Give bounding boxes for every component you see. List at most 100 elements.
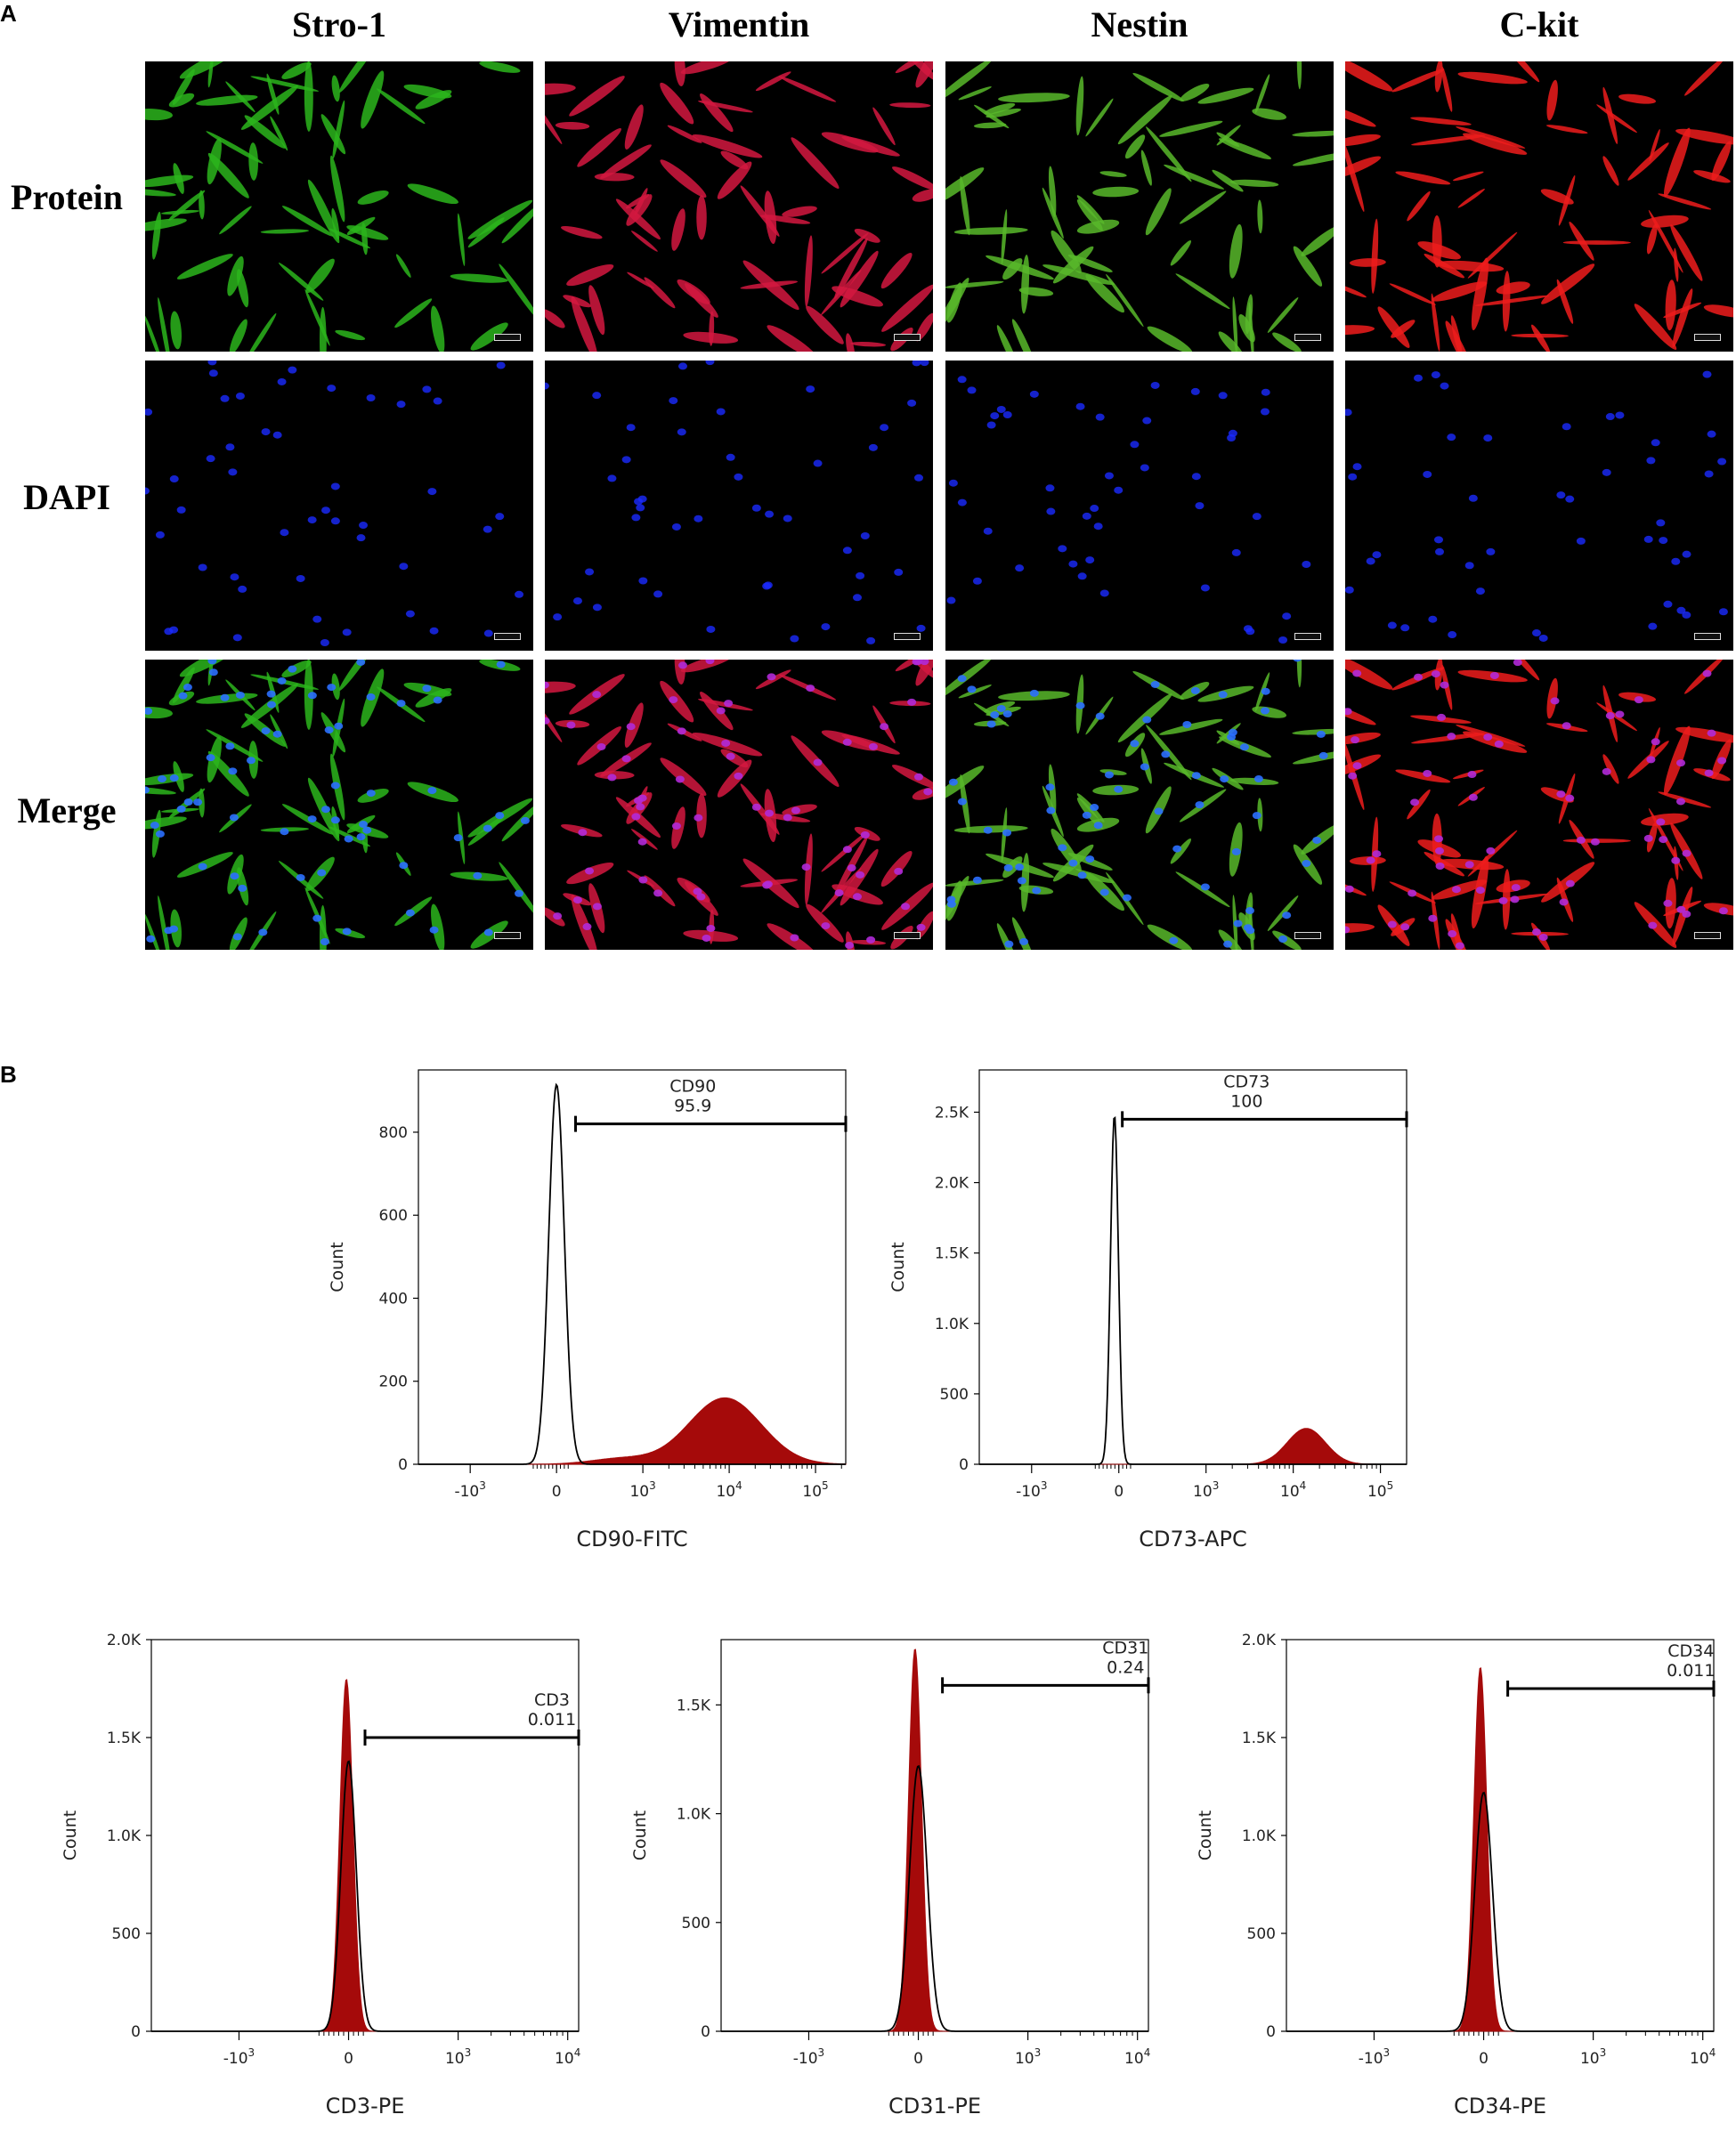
y-tick-label: 0 [398, 1456, 408, 1474]
column-header-nestin: Nestin [1091, 4, 1188, 45]
x-tick-label: 0 [344, 2050, 353, 2068]
y-tick-label: 1.0K [935, 1316, 969, 1333]
x-tick-label: -103 [223, 2046, 255, 2068]
x-tick-label: 103 [1193, 1479, 1219, 1501]
y-tick-label: 500 [1247, 1925, 1276, 1943]
plot-frame [720, 1639, 1149, 2032]
x-tick-label: 0 [1479, 2050, 1489, 2068]
y-tick-label: 500 [682, 1915, 710, 1932]
histogram-svg: 0 500 1.0K 1.5K 2.0K 2.5K -103 0 103 104 105 CD7310… [888, 1069, 1408, 1552]
scale-bar [894, 932, 921, 939]
micrograph-dapi-nestin [945, 361, 1334, 651]
row-header-protein: Protein [11, 177, 123, 217]
y-axis-title: Count [328, 1242, 347, 1292]
scale-bar [1694, 932, 1721, 939]
y-tick-label: 800 [379, 1124, 408, 1142]
x-tick-label: -103 [454, 1479, 485, 1501]
y-tick-label: 600 [379, 1207, 408, 1225]
y-axis-title: Count [888, 1242, 908, 1292]
x-tick-label: 104 [716, 1479, 742, 1501]
flow-histogram-cd34: 0 500 1.0K 1.5K 2.0K -103 0 103 104 CD34 0.011 Coun… [1171, 1629, 1732, 2143]
x-tick-label: -103 [1016, 1479, 1047, 1501]
flow-histogram-cd3: 0 500 1.0K 1.5K 2.0K -103 0 103 104 CD3 0.011 Count… [36, 1629, 596, 2143]
x-tick-label: 103 [1580, 2046, 1606, 2068]
micrograph-protein-ckit [1345, 61, 1733, 352]
y-tick-label: 500 [112, 1925, 141, 1943]
y-tick-label: 1.5K [935, 1245, 969, 1263]
micrograph-dapi-vimentin [545, 361, 933, 651]
x-tick-label: 103 [629, 1479, 655, 1501]
y-tick-label: 0 [1266, 2023, 1276, 2041]
micrograph-protein-stro1 [145, 61, 533, 352]
control-histogram [151, 1760, 579, 2032]
flow-histogram-cd90: 0 200 400 600 800 -103 0 103 104 105 CD90 95.9 Count… [303, 1059, 864, 1576]
micrograph-merge-vimentin [545, 660, 933, 950]
x-axis-title: CD3-PE [326, 2094, 405, 2119]
x-tick-label: 105 [1367, 1479, 1393, 1501]
row-header-merge: Merge [17, 790, 117, 830]
scale-bar [1694, 633, 1721, 640]
control-histogram [418, 1082, 846, 1465]
x-axis-title: CD34-PE [1454, 2094, 1546, 2119]
row-header-dapi: DAPI [23, 477, 110, 517]
micrograph-protein-vimentin [545, 61, 933, 352]
flow-histogram-cd73: 0 500 1.0K 1.5K 2.0K 2.5K -103 0 103 104 105 CD73 10… [864, 1059, 1424, 1576]
y-tick-label: 400 [379, 1290, 408, 1308]
column-header-ckit: C-kit [1499, 4, 1579, 45]
plot-frame [978, 1069, 1407, 1465]
x-tick-label: 104 [1124, 2046, 1150, 2068]
y-tick-label: 2.0K [1242, 1632, 1277, 1649]
y-tick-label: 1.0K [677, 1806, 711, 1824]
panel-letter-b: B [0, 1061, 17, 1088]
x-tick-label: 104 [1280, 1479, 1306, 1501]
control-histogram [721, 1764, 1148, 2032]
gate-label: CD90 [669, 1077, 716, 1097]
x-tick-label: 0 [552, 1483, 562, 1501]
y-tick-label: 1.0K [1242, 1827, 1277, 1845]
scale-bar [894, 334, 921, 341]
y-axis-title: Count [630, 1811, 650, 1860]
gate-value: 0.011 [528, 1710, 576, 1730]
y-tick-label: 2.0K [107, 1632, 142, 1649]
x-tick-label: 105 [802, 1479, 828, 1501]
x-tick-label: -103 [793, 2046, 824, 2068]
y-axis-title: Count [61, 1811, 80, 1860]
y-tick-label: 1.0K [107, 1827, 142, 1845]
x-axis-title: CD90-FITC [576, 1527, 687, 1552]
micrograph-dapi-ckit [1345, 361, 1733, 651]
column-header-stro1: Stro-1 [292, 4, 386, 45]
panel-letter-a: A [0, 0, 17, 27]
x-tick-label: 103 [1015, 2046, 1041, 2068]
flow-histogram-cd31: 0 500 1.0K 1.5K -103 0 103 104 CD31 0.24 Count CD31… [605, 1629, 1166, 2143]
gate-label: CD73 [1223, 1072, 1270, 1091]
gate-label: CD31 [1102, 1638, 1148, 1657]
column-header-vimentin: Vimentin [668, 4, 810, 45]
scale-bar [1694, 334, 1721, 341]
y-tick-label: 0 [131, 2023, 141, 2041]
x-tick-label: 103 [445, 2046, 471, 2068]
x-tick-label: 0 [1114, 1483, 1124, 1501]
x-tick-label: -103 [1359, 2046, 1390, 2068]
y-tick-label: 1.5K [107, 1730, 142, 1747]
gate-value: 0.011 [1667, 1661, 1715, 1681]
micrograph-protein-nestin [945, 61, 1334, 352]
control-histogram [979, 1116, 1407, 1465]
y-axis-title: Count [1196, 1811, 1215, 1860]
x-tick-label: 104 [1690, 2046, 1716, 2068]
y-tick-label: 2.5K [935, 1104, 969, 1122]
scale-bar [494, 932, 521, 939]
y-tick-label: 0 [701, 2023, 710, 2041]
y-tick-label: 500 [940, 1386, 969, 1404]
gate-value: 0.24 [1107, 1657, 1144, 1677]
plot-frame [418, 1069, 847, 1465]
y-tick-label: 1.5K [1242, 1730, 1277, 1747]
control-histogram [1286, 1791, 1714, 2032]
y-tick-label: 200 [379, 1373, 408, 1391]
scale-bar [494, 334, 521, 341]
y-tick-label: 2.0K [935, 1175, 969, 1193]
plot-frame [1286, 1639, 1715, 2032]
